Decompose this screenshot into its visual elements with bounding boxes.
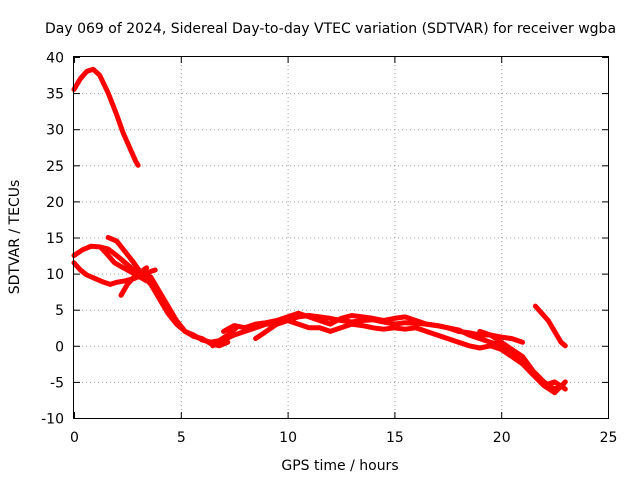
data-traces (71, 66, 568, 396)
y-tick-label: 30 (46, 123, 64, 139)
y-tick-label: 25 (46, 159, 64, 175)
x-tick-label: 25 (600, 430, 618, 446)
x-tick-label: 15 (386, 430, 404, 446)
y-tick-label: -5 (50, 375, 64, 391)
series-pass-f (99, 245, 150, 284)
x-tick-label: 10 (279, 430, 297, 446)
plot-frame (73, 56, 609, 419)
x-tick-label: 20 (493, 430, 511, 446)
series-pass-h (221, 310, 515, 352)
x-tick-label: 0 (70, 430, 79, 446)
y-tick-label: 20 (46, 195, 64, 211)
series-pass-j (477, 328, 566, 392)
grid (74, 57, 608, 418)
x-axis-label: GPS time / hours (281, 458, 398, 474)
y-tick-label: 35 (46, 87, 64, 103)
series-pass-l (532, 303, 568, 349)
x-tick-label: 5 (177, 430, 186, 446)
y-tick-label: 15 (46, 231, 64, 247)
series-pass-e (118, 265, 150, 298)
y-tick-label: 40 (46, 51, 64, 67)
y-tick-label: -10 (41, 412, 64, 428)
y-tick-label: 5 (55, 303, 64, 319)
series-pass-d (105, 235, 231, 349)
y-tick-label: 10 (46, 267, 64, 283)
y-tick-label: 0 (55, 339, 64, 355)
axis-ticks: 0 5 10 15 20 25 -10 -5 0 5 10 15 20 25 30 35 40 (41, 51, 617, 447)
chart-title: Day 069 of 2024, Sidereal Day-to-day VTE… (45, 21, 616, 37)
series-pass-k (498, 339, 568, 396)
series-pass-a (71, 66, 141, 168)
y-axis-label: SDTVAR / TECUs (7, 180, 23, 295)
